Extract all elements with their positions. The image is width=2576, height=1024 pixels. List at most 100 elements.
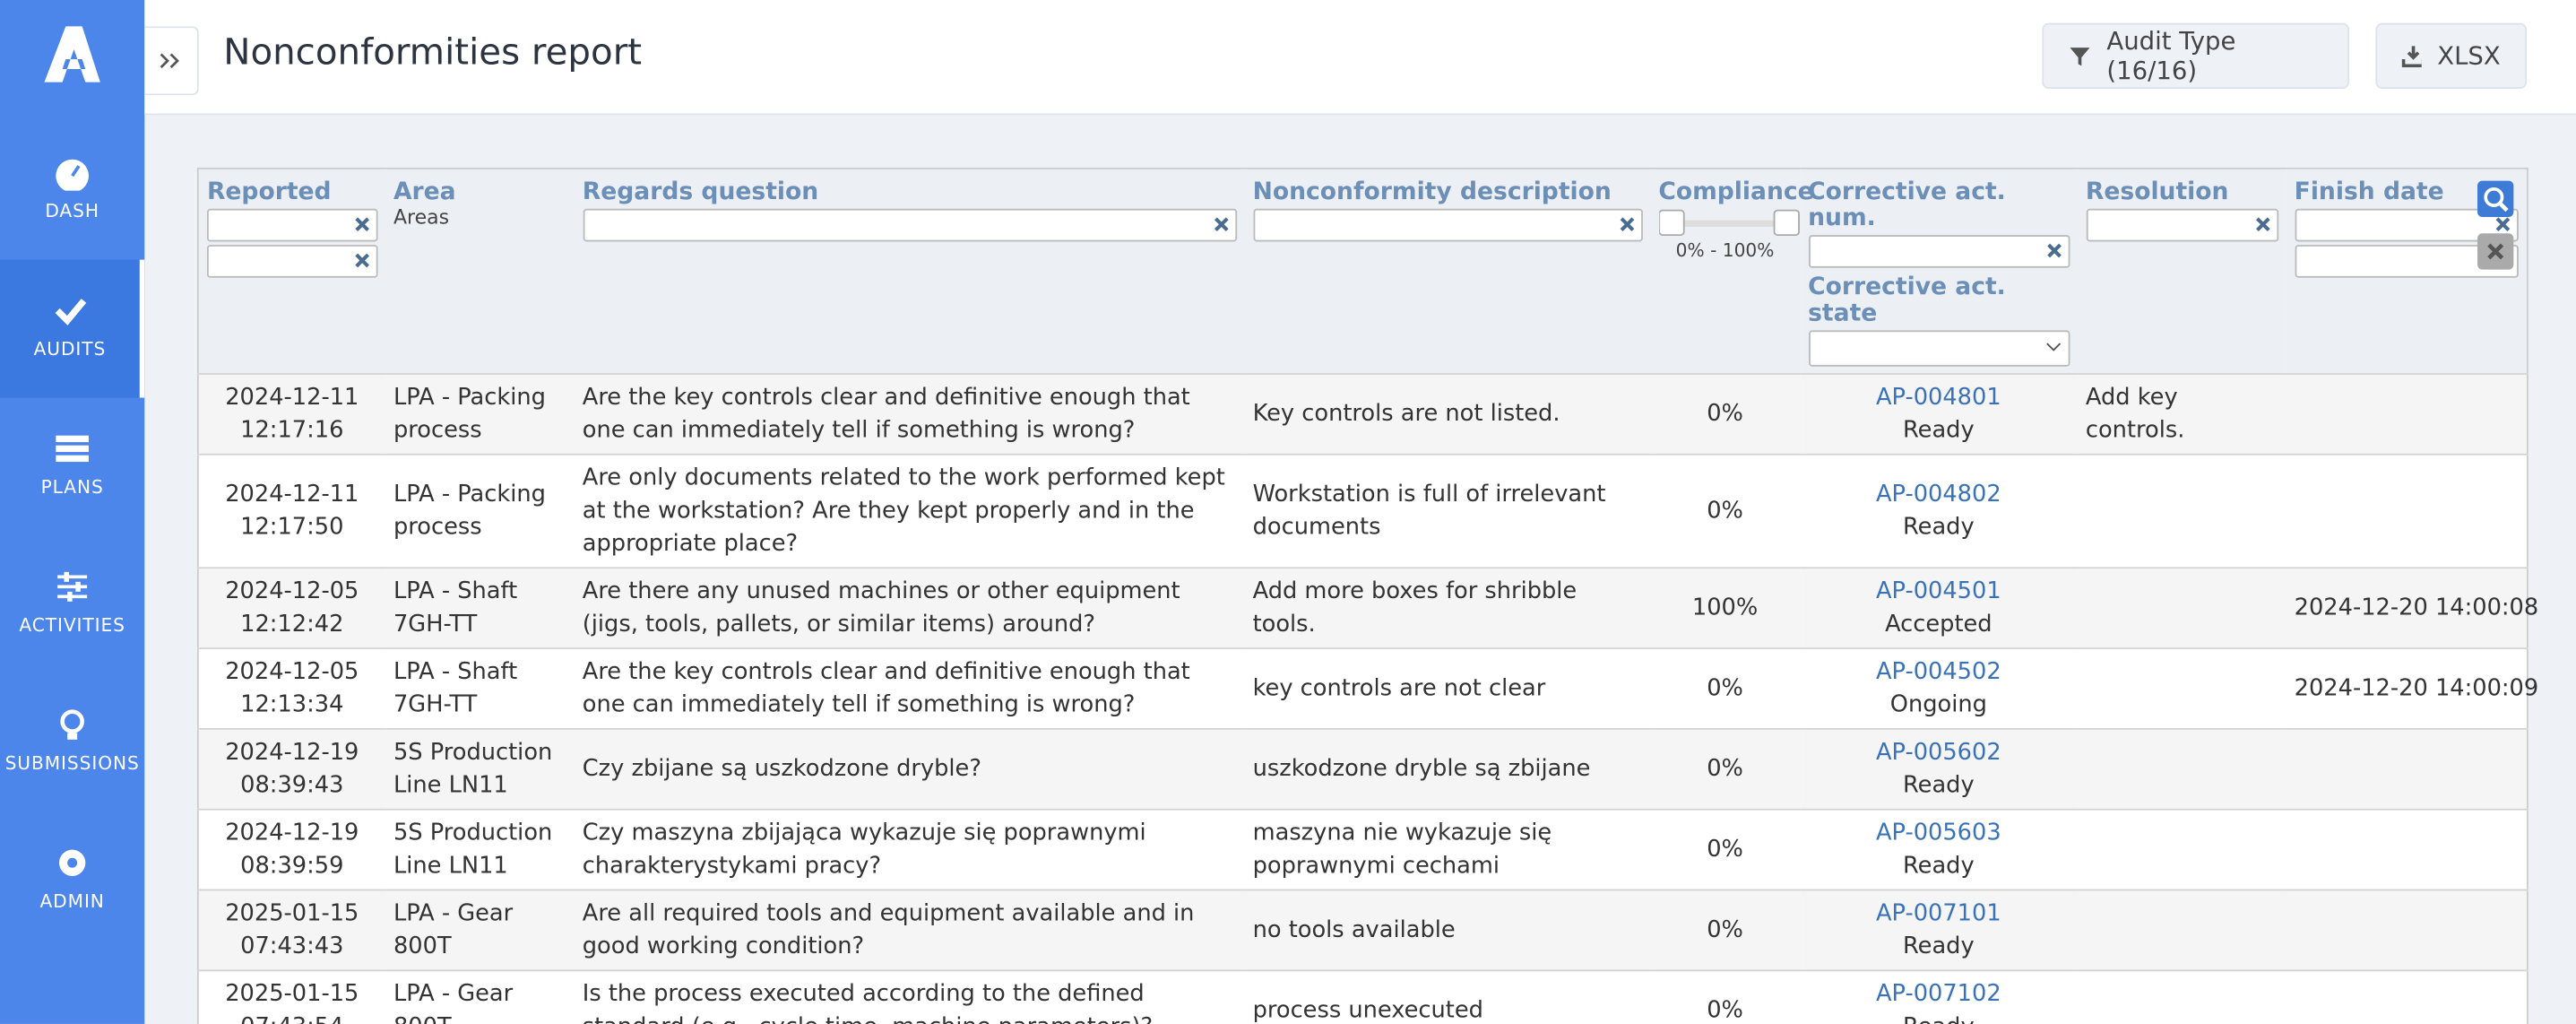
action-number[interactable]: AP-004802 xyxy=(1875,482,2001,508)
filter-button[interactable]: Audit Type (16/16) xyxy=(2042,22,2350,89)
column-header: Regards question xyxy=(574,168,1245,374)
question: Czy maszyna zbijająca wykazuje się popra… xyxy=(574,808,1245,890)
table-row: 2024-12-05 12:12:42 LPA - Shaft 7GH-TT Are… xyxy=(197,567,2538,649)
column-title: Area xyxy=(393,178,456,206)
label: Audit Type (16/16) xyxy=(2106,26,2236,86)
table-row: 2024-12-05 12:13:34 LPA - Shaft 7GH-TT Are… xyxy=(197,647,2538,729)
column-header: Reported xyxy=(197,168,385,374)
resolution xyxy=(2077,889,2286,971)
corrective-action: AP-005602 Ready xyxy=(1799,727,2078,810)
description: no tools available xyxy=(1244,889,1651,971)
area: LPA - Shaft 7GH-TT xyxy=(385,567,575,649)
finish-date: 2024-12-20 14:00:09 xyxy=(2286,647,2538,729)
table-row: 2024-12-11 12:17:50 LPA - Packing process… xyxy=(197,453,2528,568)
filter-input[interactable] xyxy=(1808,235,2070,268)
reported: 2024-12-05 12:12:42 xyxy=(197,567,385,649)
resolution xyxy=(2077,567,2286,649)
reported: 2024-12-19 08:39:59 xyxy=(197,808,385,890)
table-row: 2025-01-15 07:43:43 LPA - Gear 800T Are al… xyxy=(197,889,2528,971)
compliance: 0% xyxy=(1650,969,1800,1024)
corrective-action: AP-004502 Ongoing xyxy=(1799,647,2078,729)
description: process unexecuted xyxy=(1244,969,1651,1024)
compliance: 100% xyxy=(1650,567,1800,649)
nav-label: AUDITS xyxy=(33,338,107,360)
action-number[interactable]: AP-005603 xyxy=(1875,820,2001,846)
action-number[interactable]: AP-004501 xyxy=(1875,578,2001,605)
column-header: Corrective act. num. Corrective act. stat… xyxy=(1799,168,2078,374)
nav-item[interactable]: ADMIN xyxy=(0,811,144,950)
state-select[interactable] xyxy=(1808,330,2070,367)
description: uszkodzone dryble są zbijane xyxy=(1244,727,1651,810)
nav-label: ADMIN xyxy=(39,890,105,913)
logo xyxy=(44,26,100,82)
question: Are all required tools and equipment ava… xyxy=(574,889,1245,971)
area: LPA - Gear 800T xyxy=(385,969,575,1024)
nav-item[interactable]: AUDITS xyxy=(0,259,145,398)
compliance: 0% xyxy=(1650,889,1800,971)
question: Are there any unused machines or other e… xyxy=(574,567,1245,649)
column-title: Compliance xyxy=(1658,178,1814,206)
page-title: Nonconformities report xyxy=(223,32,643,74)
compliance: 0% xyxy=(1650,808,1800,890)
action-state: Ready xyxy=(1902,933,1975,960)
finish-date: 2024-12-20 14:00:08 xyxy=(2286,567,2538,649)
search-button[interactable] xyxy=(2477,180,2514,217)
table-row: 2024-12-19 08:39:43 5S Production Line LN… xyxy=(197,727,2528,810)
compliance-slider[interactable] xyxy=(1657,209,1800,239)
finish-date xyxy=(2286,969,2528,1024)
finish-date xyxy=(2286,808,2528,890)
column-title: Corrective act. num. xyxy=(1808,178,2006,232)
action-number[interactable]: AP-005602 xyxy=(1875,739,2001,767)
finish-date xyxy=(2286,727,2528,810)
resolution xyxy=(2077,453,2286,568)
action-state: Ready xyxy=(1902,514,1975,542)
resolution: Add key controls. xyxy=(2077,373,2286,455)
table-row: 2024-12-11 12:17:16 LPA - Packing process… xyxy=(197,373,2528,455)
reported: 2024-12-11 12:17:16 xyxy=(197,373,385,455)
filter-input[interactable] xyxy=(1252,208,1642,242)
nav-item[interactable]: DASH xyxy=(0,122,144,260)
compliance: 0% xyxy=(1650,647,1800,729)
corrective-action: AP-004501 Accepted xyxy=(1799,567,2078,649)
resolution xyxy=(2077,969,2286,1024)
resolution xyxy=(2077,808,2286,890)
action-state: Ready xyxy=(1902,772,1975,799)
action-number[interactable]: AP-004502 xyxy=(1875,658,2001,686)
corrective-action: AP-004801 Ready xyxy=(1799,373,2078,455)
reported: 2024-12-11 12:17:50 xyxy=(197,453,385,568)
compliance: 0% xyxy=(1650,727,1800,810)
action-number[interactable]: AP-004801 xyxy=(1875,384,2001,412)
question: Are only documents related to the work p… xyxy=(574,453,1245,568)
column-title: Regards question xyxy=(582,178,819,206)
reported: 2024-12-19 08:39:43 xyxy=(197,727,385,810)
action-number[interactable]: AP-007102 xyxy=(1875,981,2001,1008)
filter-input[interactable] xyxy=(206,208,377,242)
corrective-action: AP-007101 Ready xyxy=(1799,889,2078,971)
reported: 2025-01-15 07:43:43 xyxy=(197,889,385,971)
area: 5S Production Line LN11 xyxy=(385,808,575,890)
compliance-range: 0% - 100% xyxy=(1675,239,1775,262)
nav-item[interactable]: PLANS xyxy=(0,398,144,536)
collapse-button[interactable] xyxy=(144,26,199,96)
area-filter[interactable]: Areas xyxy=(393,205,450,229)
action-state: Accepted xyxy=(1885,611,1993,638)
resolution xyxy=(2077,727,2286,810)
filter-input[interactable] xyxy=(206,245,377,278)
filter-input[interactable] xyxy=(582,208,1237,242)
nav-item[interactable]: ACTIVITIES xyxy=(0,536,144,674)
action-number[interactable]: AP-007101 xyxy=(1875,900,2001,927)
column-title: Finish date xyxy=(2294,178,2444,206)
nav-label: SUBMISSIONS xyxy=(4,752,140,775)
column-title: Nonconformity description xyxy=(1252,178,1612,206)
reported: 2025-01-15 07:43:54 xyxy=(197,969,385,1024)
clear-button[interactable] xyxy=(2477,233,2514,270)
export-button[interactable]: XLSX xyxy=(2375,22,2528,89)
nav-label: PLANS xyxy=(40,476,104,499)
question: Are the key controls clear and definitiv… xyxy=(574,647,1245,729)
corrective-action: AP-007102 Ready xyxy=(1799,969,2078,1024)
area: 5S Production Line LN11 xyxy=(385,727,575,810)
nav-item[interactable]: SUBMISSIONS xyxy=(0,673,144,811)
filter-input[interactable] xyxy=(2085,208,2278,242)
area: LPA - Packing process xyxy=(385,373,575,455)
